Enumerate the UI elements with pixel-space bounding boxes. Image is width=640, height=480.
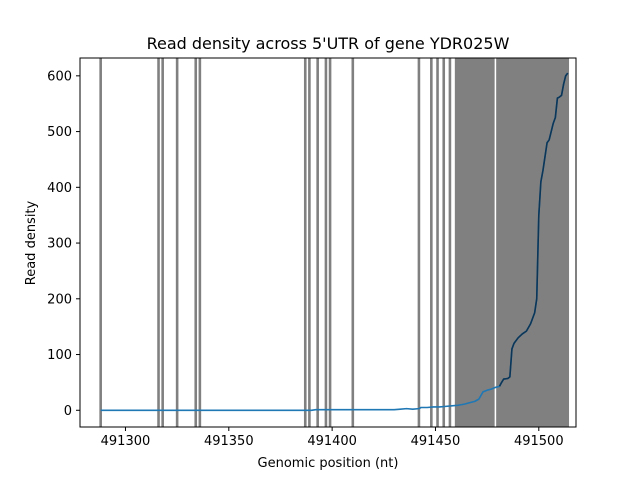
y-ticks: 0 100 200 300 400 500 600	[47, 69, 80, 419]
y-tick-label-4: 400	[47, 181, 72, 196]
y-tick-label-5: 500	[47, 125, 72, 140]
x-tick-label-0: 491300	[101, 434, 151, 449]
x-axis-label: Genomic position (nt)	[258, 456, 399, 471]
plot-frame	[79, 57, 577, 428]
y-tick-label-0: 0	[64, 404, 72, 419]
y-tick-label-3: 300	[47, 237, 72, 252]
x-tick-label-4: 491500	[514, 434, 564, 449]
chart-title: Read density across 5'UTR of gene YDR025…	[147, 34, 510, 53]
x-tick-label-2: 491400	[307, 434, 357, 449]
y-tick-label-6: 600	[47, 69, 72, 84]
series-layer	[100, 72, 569, 412]
vertical-lines	[99, 58, 570, 427]
x-ticks: 491300 491350 491400 491450 491500	[101, 427, 564, 449]
y-axis-label: Read density	[24, 200, 39, 285]
series-line-over-shade-0	[498, 72, 569, 387]
y-tick-label-2: 200	[47, 292, 72, 307]
y-tick-label-1: 100	[47, 348, 72, 363]
x-tick-label-3: 491450	[411, 434, 461, 449]
x-tick-label-1: 491350	[204, 434, 254, 449]
